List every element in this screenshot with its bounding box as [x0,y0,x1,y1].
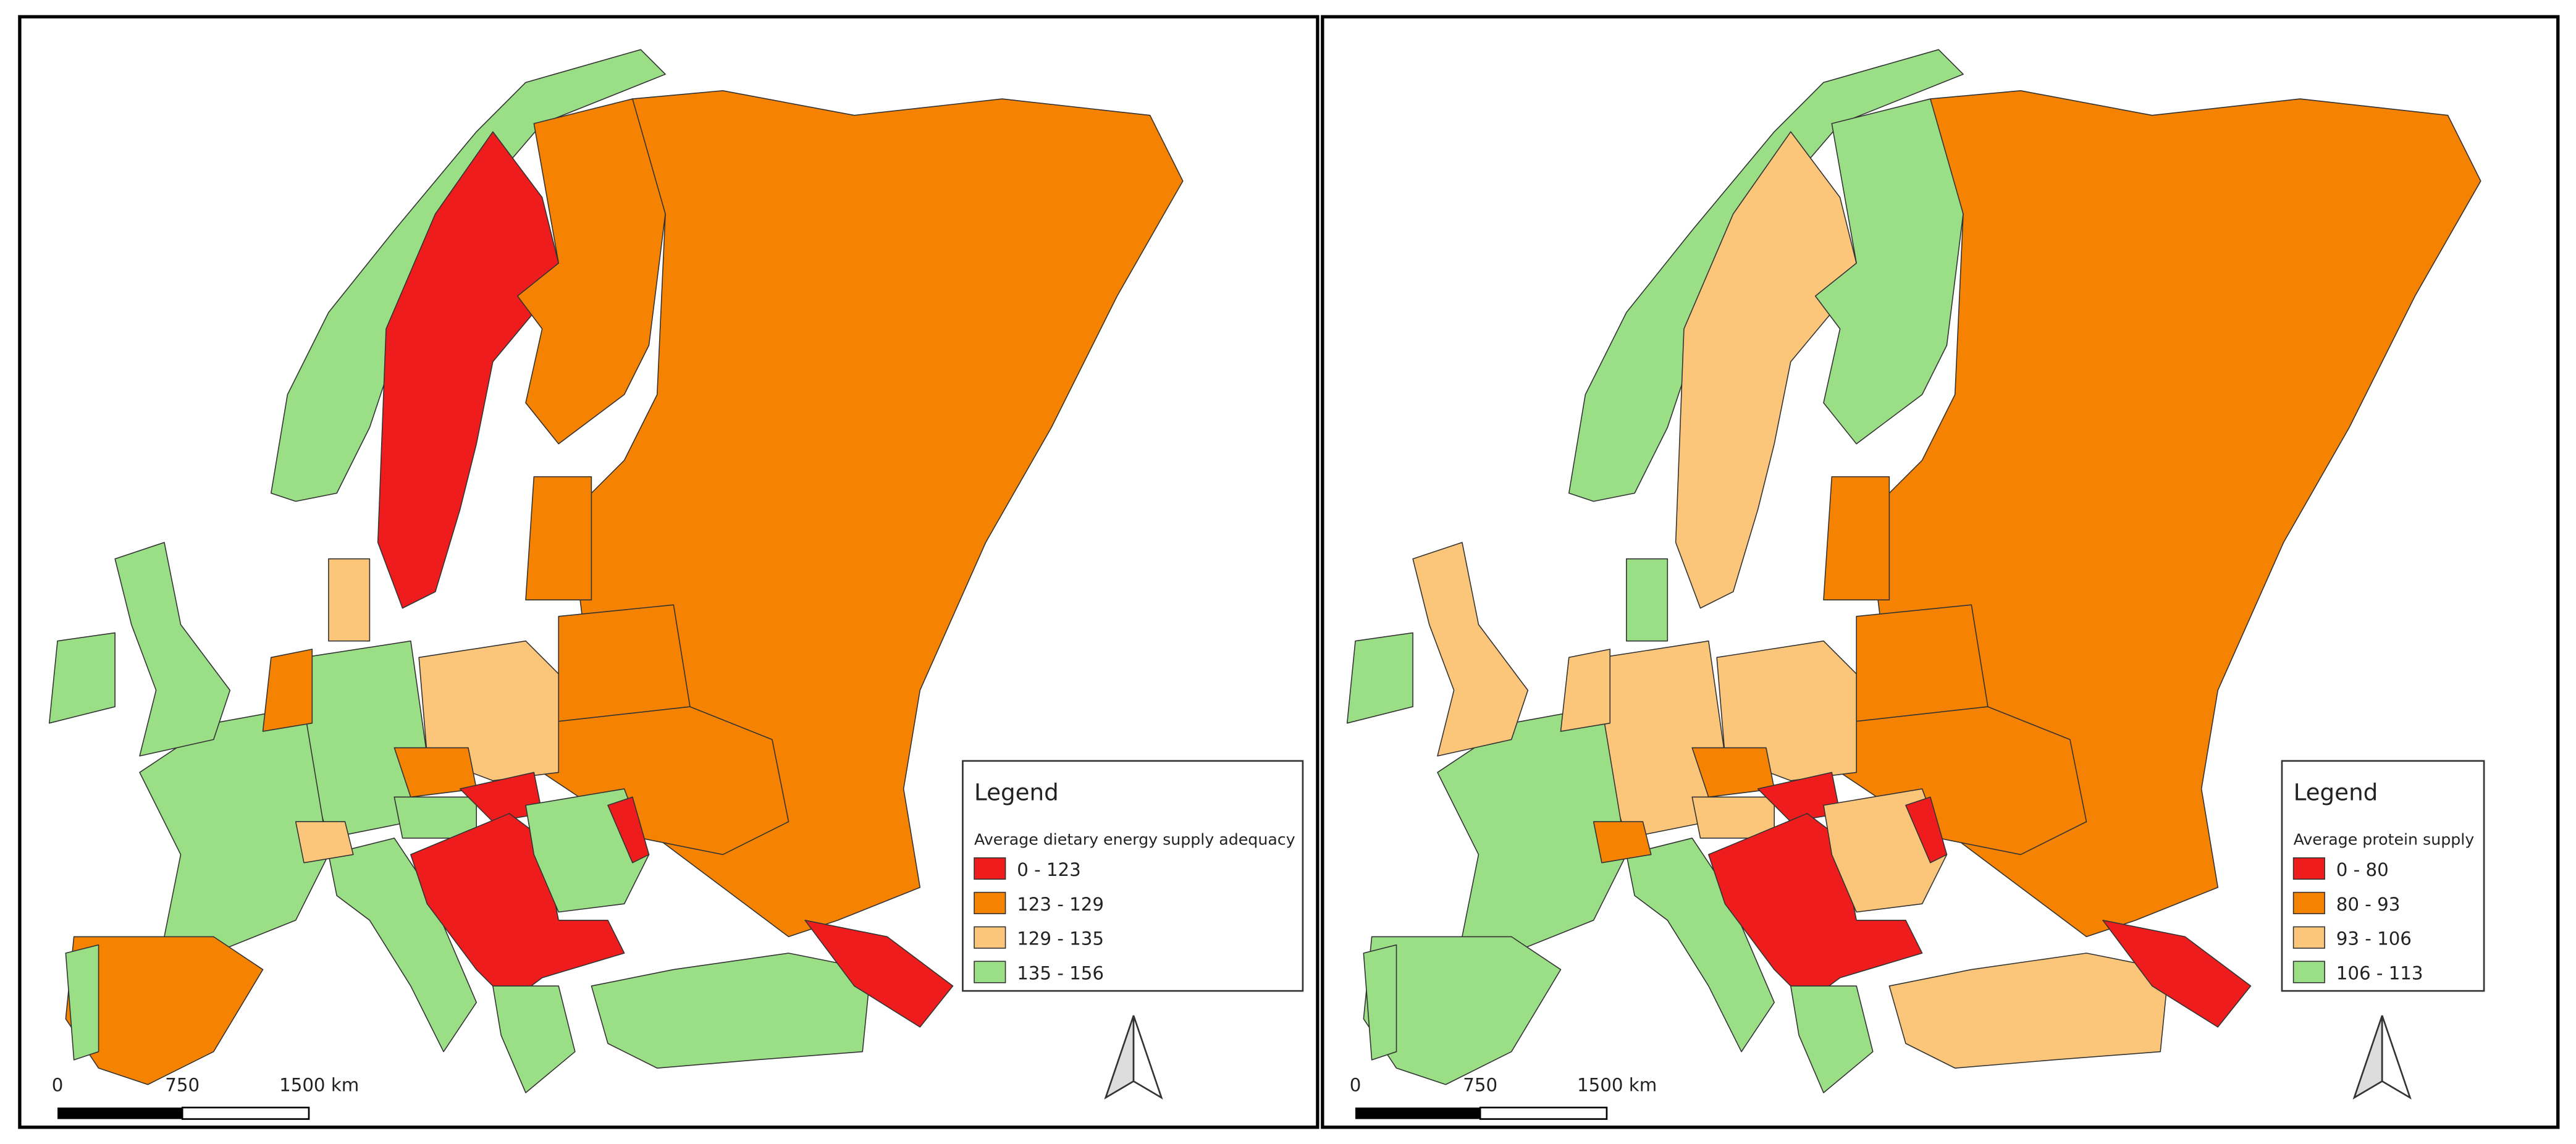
country [1626,558,1669,642]
legend-title: Average dietary energy supply adequacy [974,830,1295,848]
legend-heading: Legend [974,779,1059,806]
scale-bar-label: 750 [165,1074,200,1095]
scale-bar-label: 750 [1463,1074,1497,1095]
country [2102,920,2252,1028]
legend-label: 80 - 93 [2336,894,2401,915]
legend-label: 129 - 135 [1017,928,1104,949]
scale-bar-label: 1500 km [1577,1074,1657,1095]
country [139,706,329,954]
legend-label: 106 - 113 [2336,963,2423,984]
country [525,476,592,601]
country [377,131,560,609]
legend-swatch [2292,926,2325,949]
scale-bar-label: 0 [52,1074,64,1095]
legend-swatch [974,891,1006,914]
scale-bar-light [1479,1106,1608,1120]
country [541,706,789,856]
scale-bar-label: 0 [1350,1074,1362,1095]
country [1593,821,1652,864]
country [607,796,650,864]
country [804,920,954,1028]
country [48,632,116,724]
legend-label: 0 - 123 [1017,859,1081,880]
country [1675,131,1857,609]
legend-label: 0 - 80 [2336,859,2389,880]
country [1363,944,1397,1061]
north-arrow-right [1132,1015,1163,1100]
legend-label: 123 - 129 [1017,894,1104,915]
legend-swatch [2292,857,2325,880]
country [295,821,354,864]
country [1346,632,1413,724]
map [1346,49,2481,1093]
legend-swatch [974,961,1006,983]
legend-swatch [974,926,1006,949]
country [1905,796,1948,864]
country [591,953,872,1069]
map-panel: Legend Average protein supply 0 - 80 80 - 9… [1321,15,2560,1129]
scale-bar-dark [1355,1107,1481,1119]
legend-label: 93 - 106 [2336,928,2412,949]
country [328,558,371,642]
country [492,985,576,1093]
legend-title: Average protein supply [2294,830,2475,848]
scale-bar-light [181,1106,310,1120]
scale-bar-label: 1500 km [279,1074,359,1095]
country [1790,985,1874,1093]
legend-swatch [974,857,1006,880]
map-panel: Legend Average dietary energy supply adeq… [18,15,1320,1129]
country [1560,649,1611,732]
country [558,604,691,724]
country [1437,706,1627,954]
country [114,542,231,757]
country [271,49,666,502]
country [262,649,313,732]
legend-label: 135 - 156 [1017,963,1104,984]
country [1626,838,1775,1053]
country [1568,49,1964,502]
north-arrow-right [2381,1015,2412,1100]
country [65,944,99,1061]
country [1839,706,2087,856]
legend-box [962,760,1304,992]
legend-swatch [2292,891,2325,914]
country [328,838,478,1053]
map [48,49,1184,1093]
legend-swatch [2292,961,2325,983]
legend-heading: Legend [2294,779,2378,806]
country [1888,953,2170,1069]
country [1823,476,1890,601]
country [1856,604,1989,724]
scale-bar-dark [57,1107,183,1119]
country [1412,542,1529,757]
